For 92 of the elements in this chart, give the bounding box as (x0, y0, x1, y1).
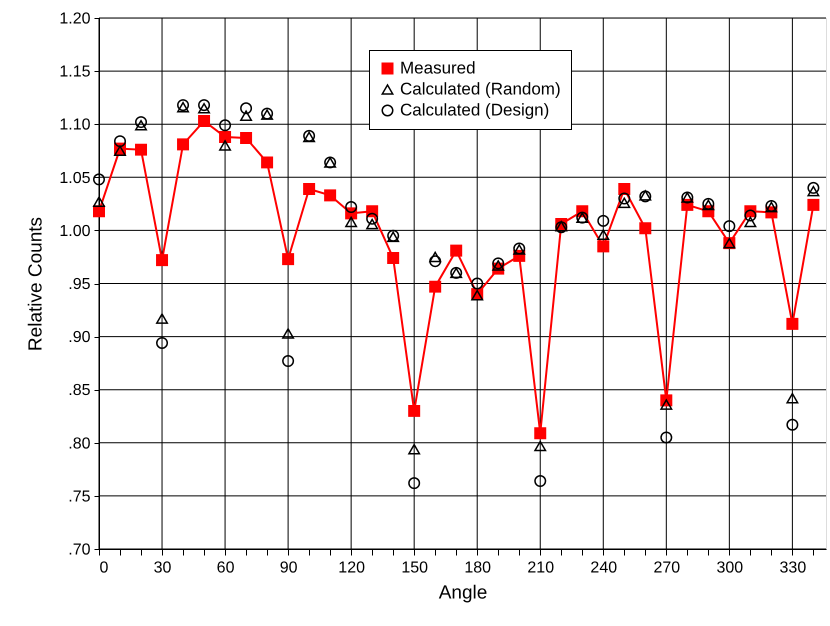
x-tick-label: 0 (100, 560, 108, 576)
legend-label: Measured (400, 58, 476, 78)
point (744, 216, 756, 228)
point (786, 392, 798, 404)
point (450, 244, 462, 257)
y-tick-label: 1.10 (59, 116, 91, 134)
point (93, 173, 105, 186)
point (429, 280, 442, 293)
point (282, 328, 294, 339)
point (786, 418, 798, 431)
point (534, 440, 546, 452)
point (807, 186, 820, 196)
point (156, 254, 168, 266)
x-tick-label: 150 (401, 560, 428, 576)
point (618, 197, 630, 208)
y-tick-label: .85 (68, 382, 91, 400)
point (471, 278, 484, 290)
y-tick-label: .95 (68, 276, 91, 293)
point (744, 210, 756, 222)
point (366, 218, 378, 230)
point (114, 135, 126, 148)
point (240, 132, 252, 144)
x-tick-label: 300 (716, 560, 744, 576)
point (219, 119, 232, 132)
point (408, 444, 420, 454)
point (660, 432, 672, 444)
x-tick-label: 30 (154, 560, 172, 576)
point (198, 99, 210, 112)
point (177, 138, 190, 150)
y-tick-label: 1.00 (59, 222, 91, 240)
point (492, 260, 504, 271)
point (135, 144, 148, 156)
y-tick-label: 1.05 (59, 170, 91, 187)
point (597, 214, 610, 227)
point (807, 182, 820, 194)
point (114, 145, 126, 156)
point (723, 220, 736, 232)
point (135, 120, 148, 131)
y-tick-label: .80 (68, 435, 91, 452)
legend-label: Calculated (Design) (400, 100, 550, 120)
point (261, 156, 274, 168)
legend-label: Calculated (Random) (400, 80, 561, 98)
point (156, 336, 168, 349)
point (177, 99, 190, 112)
point (366, 212, 378, 225)
point (429, 255, 442, 268)
y-tick-label: .90 (68, 329, 91, 346)
point (618, 182, 630, 195)
y-tick-label: 1.15 (59, 64, 91, 81)
point (240, 110, 252, 121)
point (93, 196, 105, 208)
point (639, 222, 652, 234)
point (240, 102, 252, 114)
x-tick-label: 180 (464, 560, 492, 576)
point (408, 404, 420, 417)
x-tick-label: 90 (280, 560, 298, 576)
y-tick-label: .70 (68, 542, 91, 558)
x-tick-label: 210 (527, 560, 554, 576)
point (597, 240, 610, 252)
point (492, 257, 504, 270)
x-axis-title: Angle (438, 582, 488, 604)
point (429, 252, 442, 262)
point (597, 229, 610, 240)
point (177, 102, 190, 112)
point (219, 130, 232, 143)
point (345, 201, 358, 214)
point (807, 198, 820, 211)
point (303, 182, 316, 195)
point (660, 399, 672, 410)
point (786, 318, 798, 330)
point (618, 192, 630, 205)
point (156, 313, 168, 324)
point (282, 253, 294, 266)
point (198, 115, 210, 128)
x-tick-label: 60 (216, 560, 235, 576)
y-tick-label: 1.20 (59, 10, 91, 28)
point (198, 102, 210, 114)
y-axis-title: Relative Counts (25, 216, 46, 352)
point (219, 140, 232, 151)
x-tick-label: 240 (590, 560, 618, 576)
point (408, 477, 420, 490)
x-tick-label: 270 (653, 560, 680, 576)
point (534, 427, 546, 440)
point (387, 252, 400, 264)
point (345, 216, 358, 228)
x-tick-label: 120 (338, 560, 366, 576)
point (135, 116, 148, 128)
y-tick-label: .75 (68, 488, 91, 506)
x-tick-label: 330 (780, 560, 806, 576)
point (534, 475, 546, 488)
point (282, 355, 294, 368)
point (324, 189, 336, 202)
